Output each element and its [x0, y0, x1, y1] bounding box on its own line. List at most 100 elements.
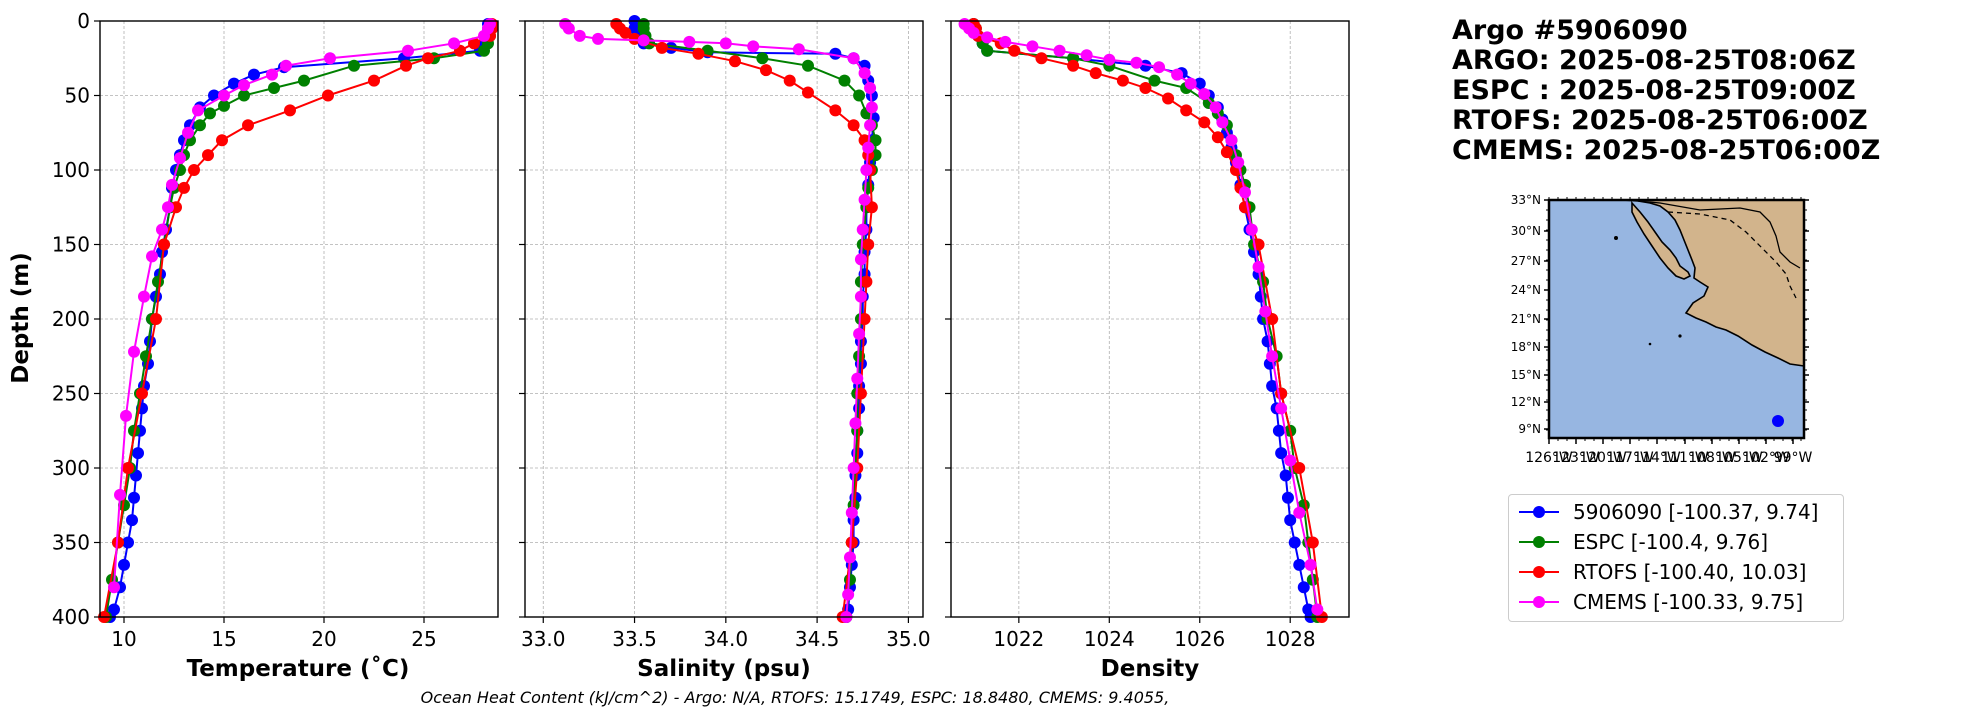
salinity-point-espc: [853, 89, 866, 102]
map-lon-label: 105°W: [1715, 450, 1763, 466]
map-lat-label: 9°N: [1518, 422, 1541, 436]
salinity-point-cmems: [853, 327, 866, 340]
salinity-point-rtofs: [801, 86, 814, 99]
density-point-cmems: [1311, 603, 1324, 616]
temperature-point-rtofs: [112, 536, 124, 549]
temperature-point-cmems: [120, 409, 132, 422]
density-point-cmems: [981, 31, 994, 44]
density-point-rtofs: [1008, 44, 1021, 57]
density-point-rtofs: [1306, 536, 1319, 549]
density-xtick-label: 1026: [1174, 627, 1225, 651]
density-point-5906090: [1193, 77, 1206, 90]
salinity-point-cmems: [792, 43, 805, 56]
density-point-5906090: [1284, 514, 1297, 527]
salinity-point-rtofs: [858, 313, 871, 325]
salinity-point-cmems: [843, 551, 856, 564]
map-lat-label: 18°N: [1511, 340, 1541, 354]
density-point-cmems: [1245, 223, 1258, 236]
salinity-point-rtofs: [865, 201, 878, 214]
legend-marker-cmems: [1519, 596, 1559, 608]
temperature-point-rtofs: [122, 462, 134, 474]
temperature-point-espc: [298, 74, 310, 87]
salinity-point-rtofs: [862, 238, 875, 251]
temperature-point-espc: [268, 82, 280, 95]
map-lat-label: 33°N: [1511, 193, 1541, 207]
salinity-axis-label: Salinity (psu): [637, 656, 811, 682]
temperature-point-rtofs: [202, 149, 214, 162]
density-point-cmems: [1238, 186, 1251, 199]
salinity-point-espc: [862, 181, 875, 194]
density-point-5906090: [1279, 469, 1292, 482]
map-lat-label: 12°N: [1511, 395, 1541, 409]
density-point-cmems: [1184, 77, 1197, 90]
salinity-point-cmems: [864, 82, 877, 95]
temperature-axis-label: Temperature (˚C): [187, 655, 410, 682]
density-point-rtofs: [1293, 462, 1306, 474]
legend-item-argo: 5906090 [-100.37, 9.74]: [1517, 499, 1818, 525]
temperature-ytick-label: 50: [65, 84, 90, 108]
temperature-point-espc: [152, 275, 164, 288]
temperature-point-cmems: [324, 52, 336, 65]
salinity-point-espc: [701, 44, 714, 57]
temperature-point-rtofs: [284, 104, 296, 117]
temperature-point-rtofs: [422, 52, 434, 65]
density-point-cmems: [1225, 134, 1238, 147]
salinity-point-cmems: [573, 29, 586, 42]
density-point-cmems: [1266, 350, 1279, 363]
map-axes: 33°N 30°N 27°N 24°N 21°N 18°N 15°N 12°N 9°N 126°W…: [1511, 193, 1813, 466]
map-lat-label: 27°N: [1511, 254, 1541, 268]
salinity-point-cmems: [637, 34, 650, 47]
salinity-point-rtofs: [619, 26, 632, 39]
legend-label-espc: ESPC [-100.4, 9.76]: [1573, 530, 1769, 554]
salinity-point-cmems: [847, 462, 860, 474]
temperature-point-rtofs: [242, 119, 254, 132]
salinity-point-cmems: [849, 417, 862, 430]
density-point-rtofs: [1162, 92, 1175, 105]
float-location-marker: [1772, 415, 1784, 427]
temperature-point-5906090: [122, 536, 134, 549]
temperature-xtick-label: 15: [211, 627, 236, 651]
temperature-ytick-label: 350: [52, 531, 90, 555]
salinity-point-espc: [838, 74, 851, 87]
density-point-cmems: [1304, 558, 1317, 571]
legend-marker-espc: [1519, 536, 1559, 548]
salinity-xtick-label: 33.0: [521, 627, 566, 651]
temperature-point-5906090: [128, 491, 140, 504]
temperature-ytick-label: 400: [52, 605, 90, 629]
map-lon-label: 108°W: [1688, 450, 1736, 466]
temperature-point-cmems: [280, 59, 292, 72]
salinity-point-espc: [801, 59, 814, 72]
map-lat-label: 30°N: [1511, 224, 1541, 238]
density-frame: [950, 20, 1350, 618]
density-point-cmems: [1209, 101, 1222, 114]
density-line-cmems: [963, 23, 1319, 610]
density-point-rtofs: [1220, 146, 1233, 159]
salinity-point-cmems: [858, 193, 871, 206]
density-point-espc: [1257, 275, 1270, 288]
density-point-cmems: [1293, 506, 1306, 519]
density-xtick-label: 1022: [993, 627, 1044, 651]
density-point-5906090: [1266, 380, 1279, 393]
temperature-point-cmems: [478, 29, 490, 42]
salinity-point-rtofs: [829, 104, 842, 117]
salinity-point-cmems: [856, 223, 869, 236]
density-point-cmems: [1103, 53, 1116, 66]
temperature-point-cmems: [182, 126, 194, 139]
density-point-rtofs: [1139, 82, 1152, 95]
temperature-point-cmems: [238, 79, 250, 92]
map-island-3: [1648, 342, 1652, 346]
salinity-xtick-label: 33.5: [612, 627, 657, 651]
legend-item-cmems: CMEMS [-100.33, 9.75]: [1517, 589, 1803, 615]
density-point-5906090: [1288, 536, 1301, 549]
legend-item-rtofs: RTOFS [-100.40, 10.03]: [1517, 559, 1806, 585]
salinity-point-rtofs: [655, 41, 668, 54]
density-point-5906090: [1272, 424, 1285, 437]
temperature-point-cmems: [266, 68, 278, 81]
salinity-point-rtofs: [845, 536, 858, 549]
density-point-cmems: [1275, 402, 1288, 415]
density-point-cmems: [1053, 44, 1066, 57]
temperature-point-cmems: [108, 581, 120, 594]
density-point-rtofs: [1035, 52, 1048, 65]
